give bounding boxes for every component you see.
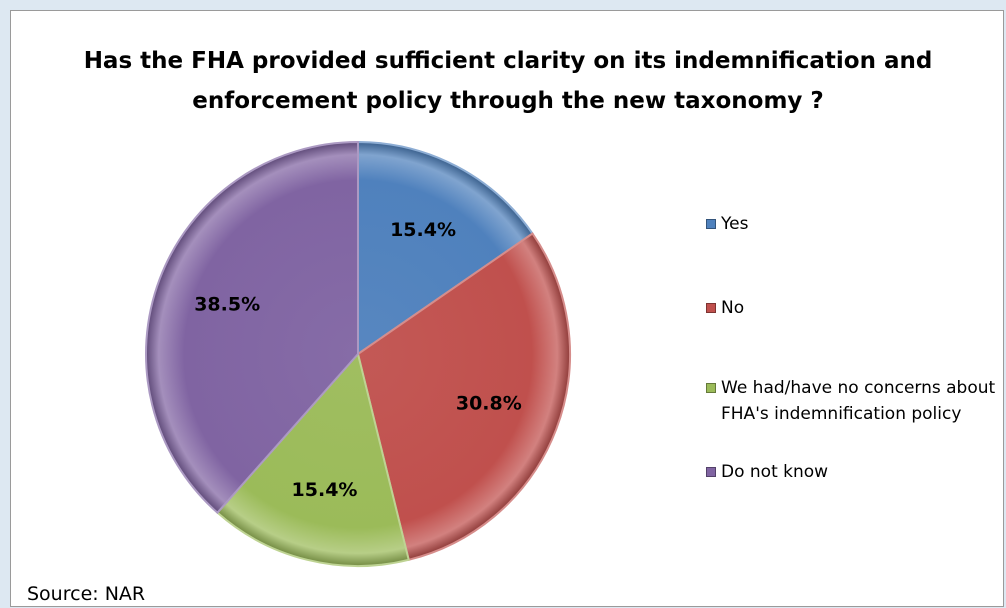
pie-slice-no-concerns: [216, 351, 410, 567]
legend-swatch-yes: [706, 219, 716, 229]
data-label-no-concerns: 15.4%: [292, 479, 358, 501]
legend-item-do-not-know: Do not know: [706, 459, 1006, 485]
legend-swatch-do-not-know: [706, 467, 716, 477]
legend-swatch-no-concerns: [706, 383, 716, 393]
data-label-no: 30.8%: [456, 393, 522, 415]
legend-label-no-concerns: We had/have no concerns about FHA's inde…: [721, 378, 996, 424]
legend-item-yes: Yes: [706, 211, 1006, 237]
chart-title-line-2: enforcement policy through the new taxon…: [192, 88, 824, 114]
chart-title: Has the FHA provided sufficient clarity …: [11, 41, 1005, 121]
pie-slice-yes: [357, 140, 534, 356]
legend-label-no: No: [721, 298, 745, 318]
pie-slice-do-not-know: [145, 140, 359, 515]
pie-chart: 15.4% 30.8% 15.4% 38.5%: [145, 140, 571, 567]
legend-label-yes: Yes: [721, 214, 749, 234]
data-label-do-not-know: 38.5%: [194, 293, 260, 315]
legend-label-do-not-know: Do not know: [721, 462, 829, 482]
legend-item-no-concerns: We had/have no concerns about FHA's inde…: [706, 375, 1006, 427]
legend-item-no: No: [706, 295, 1006, 321]
chart-title-line-1: Has the FHA provided sufficient clarity …: [83, 48, 933, 74]
data-label-yes: 15.4%: [390, 219, 456, 241]
pie-slice-no: [356, 232, 571, 562]
source-note: Source: NAR: [27, 583, 146, 605]
legend-swatch-no: [706, 303, 716, 313]
chart-frame: Has the FHA provided sufficient clarity …: [10, 10, 1004, 607]
